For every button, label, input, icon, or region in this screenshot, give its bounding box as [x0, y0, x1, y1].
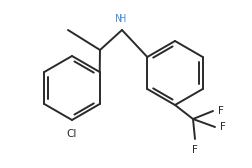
- Text: F: F: [217, 106, 223, 116]
- Text: H: H: [119, 14, 126, 24]
- Text: F: F: [191, 145, 197, 155]
- Text: Cl: Cl: [67, 129, 77, 139]
- Text: F: F: [219, 122, 225, 132]
- Text: N: N: [115, 14, 122, 24]
